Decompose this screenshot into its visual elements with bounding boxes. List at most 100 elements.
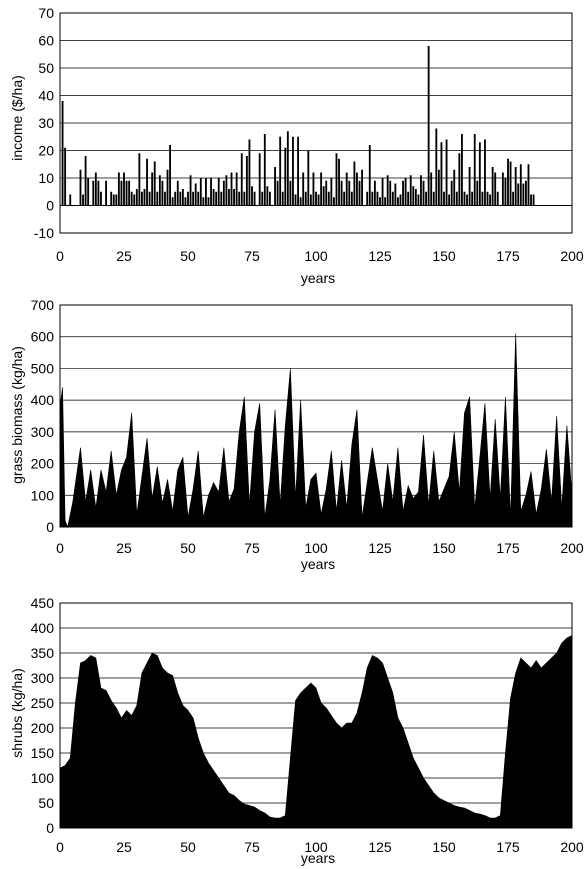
- income-bar: [458, 153, 461, 206]
- grass-y-tick-label: 600: [31, 329, 55, 345]
- income-bar: [179, 191, 182, 206]
- income-bar: [384, 197, 387, 206]
- grass-y-tick-label: 700: [31, 297, 55, 313]
- income-bar: [420, 175, 422, 206]
- shrubs-y-tick-label: 0: [46, 820, 54, 836]
- income-bar: [284, 147, 287, 206]
- income-bar: [281, 191, 284, 206]
- income-bar: [389, 180, 392, 206]
- income-bar: [189, 175, 192, 206]
- income-bar: [243, 191, 246, 206]
- shrubs-y-tick-label: 50: [38, 795, 54, 811]
- income-bar: [496, 191, 499, 206]
- income-bar: [233, 189, 236, 206]
- income-y-tick-label: 0: [46, 198, 54, 214]
- income-bar: [92, 180, 95, 206]
- income-bar: [210, 178, 212, 206]
- income-bar: [517, 183, 520, 206]
- income-bar: [302, 172, 305, 206]
- grass-x-tick-label: 125: [368, 540, 392, 556]
- income-bar: [478, 142, 481, 206]
- shrubs-y-tick-label: 450: [31, 595, 55, 611]
- income-bar: [494, 172, 497, 206]
- grass-x-tick-label: 200: [560, 540, 584, 556]
- income-bar: [335, 153, 338, 206]
- income-bar: [309, 194, 312, 206]
- income-bar: [261, 191, 264, 206]
- income-bar: [527, 164, 530, 206]
- income-bar: [343, 191, 346, 206]
- income-bar: [524, 180, 527, 206]
- income-bar: [117, 172, 120, 206]
- income-bar: [156, 191, 159, 206]
- income-xlabel: years: [301, 270, 335, 286]
- income-bar: [130, 191, 133, 206]
- income-bar: [445, 139, 448, 206]
- income-bar: [322, 186, 325, 206]
- income-bar: [171, 197, 174, 206]
- grass-x-tick-label: 25: [116, 540, 132, 556]
- shrubs-xlabel: years: [301, 850, 335, 866]
- income-bar: [217, 178, 220, 206]
- income-x-tick-label: 50: [180, 248, 196, 264]
- income-bar: [509, 161, 512, 206]
- income-bar: [253, 191, 256, 206]
- income-x-tick-label: 25: [116, 248, 132, 264]
- income-bar: [399, 194, 402, 206]
- shrubs-x-tick-label: 125: [368, 839, 392, 855]
- income-x-tick-label: 0: [56, 248, 64, 264]
- income-bar: [169, 145, 172, 206]
- income-bar: [507, 158, 509, 206]
- income-plot-frame: [59, 12, 573, 234]
- grass-ylabel: grass biomass (kg/ha): [9, 346, 25, 484]
- income-bar: [315, 191, 317, 206]
- income-bar: [220, 191, 223, 206]
- income-bar: [501, 172, 504, 206]
- income-bar: [112, 194, 115, 206]
- income-bar: [69, 194, 72, 206]
- income-bar: [448, 194, 451, 206]
- grass-y-tick-label: 500: [31, 360, 55, 376]
- income-bar: [207, 197, 210, 206]
- income-bar: [356, 172, 358, 206]
- income-bar: [151, 172, 154, 206]
- income-bar: [443, 191, 445, 206]
- income-bar: [338, 158, 340, 206]
- income-bar: [263, 134, 266, 206]
- income-bar: [258, 153, 261, 206]
- income-bar: [491, 167, 494, 206]
- income-bar: [286, 131, 289, 206]
- shrubs-x-tick-label: 200: [560, 839, 584, 855]
- income-bar: [123, 172, 125, 206]
- income-bar: [371, 191, 374, 206]
- grass-area-series: [59, 333, 573, 529]
- income-bar: [240, 153, 243, 206]
- income-bar: [453, 169, 456, 206]
- income-bar: [373, 180, 376, 206]
- income-y-tick-label: 40: [38, 88, 54, 104]
- shrubs-x-tick-label: 175: [496, 839, 520, 855]
- income-bar: [115, 194, 118, 206]
- income-bar: [187, 191, 189, 206]
- income-bar: [430, 172, 433, 206]
- income-bar: [297, 136, 300, 206]
- income-bar: [455, 191, 458, 206]
- grass-chart: grass biomass (kg/ha) years 0 100 200 300 40…: [9, 297, 584, 572]
- grass-y-tick-label: 200: [31, 456, 55, 472]
- income-bar: [312, 172, 315, 206]
- income-bar: [473, 134, 476, 206]
- income-bar: [225, 175, 228, 206]
- income-bar: [402, 180, 404, 206]
- income-bar: [61, 101, 64, 206]
- income-bar: [164, 191, 166, 206]
- income-x-tick-label: 200: [560, 248, 584, 264]
- income-bar: [105, 180, 108, 206]
- income-bar: [120, 180, 123, 206]
- income-bar: [230, 172, 233, 206]
- income-bar: [110, 191, 113, 206]
- income-bar: [330, 178, 333, 206]
- income-y-tick-label: 30: [38, 115, 54, 131]
- income-bar: [140, 191, 143, 206]
- income-bar: [202, 197, 205, 206]
- income-bar: [197, 191, 200, 206]
